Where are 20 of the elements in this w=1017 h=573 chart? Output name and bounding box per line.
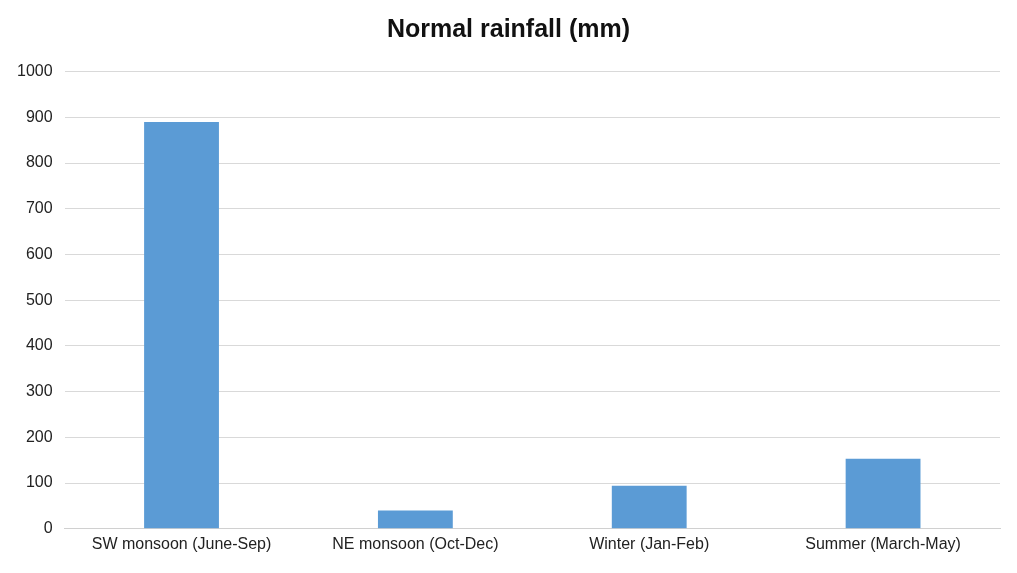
x-tick-label: Summer (March-May) — [805, 534, 961, 552]
y-tick-label: 500 — [25, 290, 53, 308]
y-tick-label: 700 — [25, 199, 53, 217]
y-tick-label: 0 — [43, 519, 53, 537]
y-tick-label: 100 — [25, 473, 53, 491]
y-tick-label: 600 — [25, 244, 53, 262]
x-tick-label: Winter (Jan-Feb) — [589, 534, 710, 552]
x-tick-label: SW monsoon (June-Sep) — [91, 534, 272, 552]
bar — [144, 121, 219, 529]
y-tick-label: 800 — [25, 153, 53, 171]
y-tick-label: 900 — [25, 107, 53, 125]
y-tick-label: 400 — [25, 336, 53, 354]
bar — [611, 485, 687, 529]
bar — [377, 510, 453, 529]
chart-title: Normal rainfall (mm) — [385, 14, 632, 44]
y-tick-label: 300 — [25, 382, 53, 400]
y-tick-label: 1000 — [17, 62, 53, 80]
bar — [845, 458, 921, 529]
y-tick-label: 200 — [25, 427, 53, 445]
x-tick-label: NE monsoon (Oct-Dec) — [332, 534, 499, 552]
